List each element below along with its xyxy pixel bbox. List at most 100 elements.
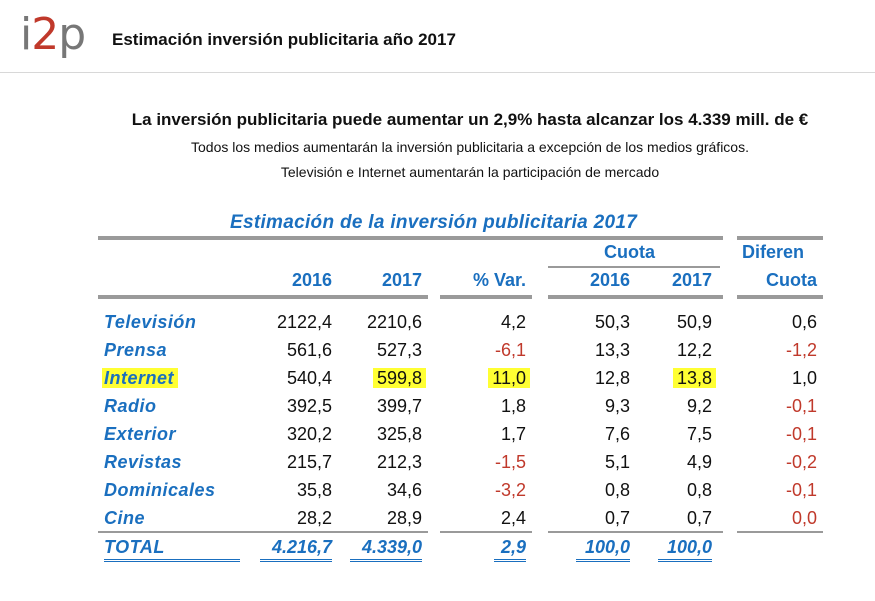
row-medio: Exterior: [104, 424, 177, 444]
row-var: -6,1: [494, 340, 526, 360]
row-medio: Radio: [104, 396, 157, 416]
table-top-rule: [98, 236, 723, 240]
row-2016: 35,8: [296, 480, 332, 500]
table-row: Dominicales 35,8 34,6 -3,2 0,8 0,8 -0,1: [0, 476, 875, 504]
header-rule-2: [440, 295, 532, 299]
row-cuota-2017: 4,9: [686, 452, 712, 472]
header-cuota-2017: 2017: [671, 270, 712, 290]
total-2017: 4.339,0: [350, 535, 422, 562]
row-2016: 28,2: [296, 508, 332, 528]
row-2016: 320,2: [286, 424, 332, 444]
header-diferen: Diferen: [742, 242, 805, 262]
row-dif: -0,2: [785, 452, 817, 472]
row-medio: Dominicales: [104, 480, 216, 500]
total-cuota-2016: 100,0: [576, 535, 630, 562]
logo-i: i: [20, 9, 32, 60]
row-2017: 2210,6: [366, 312, 422, 332]
row-var: 1,8: [500, 396, 526, 416]
row-medio: Internet: [102, 368, 179, 388]
row-2016: 2122,4: [276, 312, 332, 332]
row-cuota-2016: 5,1: [604, 452, 630, 472]
header-2017: 2017: [381, 270, 422, 290]
table-title: Estimación de la inversión publicitaria …: [230, 212, 638, 233]
row-cuota-2016: 0,7: [604, 508, 630, 528]
table-row: Revistas 215,7 212,3 -1,5 5,1 4,9 -0,2: [0, 448, 875, 476]
row-var: -3,2: [494, 480, 526, 500]
header-var: % Var.: [472, 270, 526, 290]
row-cuota-2017: 7,5: [686, 424, 712, 444]
row-dif: -1,2: [785, 340, 817, 360]
row-cuota-2016: 9,3: [604, 396, 630, 416]
row-2016: 540,4: [286, 368, 332, 388]
total-cuota-2017: 100,0: [658, 535, 712, 562]
row-medio: Cine: [104, 508, 146, 528]
header-rule-4: [737, 295, 823, 299]
table-row: Cine 28,2 28,9 2,4 0,7 0,7 0,0: [0, 504, 875, 532]
row-medio: Televisión: [104, 312, 197, 332]
table-row: Televisión 2122,4 2210,6 4,2 50,3 50,9 0…: [0, 308, 875, 336]
row-2016: 215,7: [286, 452, 332, 472]
row-dif: -0,1: [785, 396, 817, 416]
row-dif: 0,6: [791, 312, 817, 332]
total-rule-3: [548, 531, 723, 533]
row-2016: 561,6: [286, 340, 332, 360]
row-cuota-2017: 50,9: [676, 312, 712, 332]
row-2017: 212,3: [376, 452, 422, 472]
summary-line-2: Televisión e Internet aumentarán la part…: [280, 164, 660, 180]
cuota-group-rule: [548, 266, 720, 268]
row-cuota-2017: 0,7: [686, 508, 712, 528]
table-row: Prensa 561,6 527,3 -6,1 13,3 12,2 -1,2: [0, 336, 875, 364]
total-row: TOTAL 4.216,7 4.339,0 2,9 100,0 100,0: [0, 535, 875, 563]
row-2017: 325,8: [376, 424, 422, 444]
row-var: 11,0: [488, 368, 530, 388]
total-rule-4: [737, 531, 823, 533]
row-cuota-2017: 9,2: [686, 396, 712, 416]
row-cuota-2017: 12,2: [676, 340, 712, 360]
page-title: Estimación inversión publicitaria año 20…: [112, 30, 456, 49]
row-dif: 0,0: [791, 508, 817, 528]
row-2017: 399,7: [376, 396, 422, 416]
header-cuota-dif: Cuota: [766, 270, 817, 290]
total-rule-2: [440, 531, 532, 533]
headline: La inversión publicitaria puede aumentar…: [131, 110, 809, 129]
summary-line-1: Todos los medios aumentarán la inversión…: [191, 139, 749, 155]
header-2016: 2016: [291, 270, 332, 290]
table-row: Internet 540,4 599,8 11,0 12,8 13,8 1,0: [0, 364, 875, 392]
row-cuota-2017: 0,8: [686, 480, 712, 500]
total-var: 2,9: [494, 535, 526, 562]
row-cuota-2016: 0,8: [604, 480, 630, 500]
row-var: -1,5: [494, 452, 526, 472]
row-cuota-2016: 7,6: [604, 424, 630, 444]
table-row: Radio 392,5 399,7 1,8 9,3 9,2 -0,1: [0, 392, 875, 420]
row-dif: -0,1: [785, 424, 817, 444]
header-cuota-2016: 2016: [589, 270, 630, 290]
row-2017: 34,6: [386, 480, 422, 500]
row-2017: 527,3: [376, 340, 422, 360]
row-medio: Revistas: [104, 452, 183, 472]
page-header: i2p Estimación inversión publicitaria añ…: [0, 0, 875, 73]
header-cuota: Cuota: [604, 242, 655, 262]
i2p-logo: i2p: [20, 9, 86, 60]
total-rule-1: [98, 531, 428, 533]
row-medio: Prensa: [104, 340, 168, 360]
row-2016: 392,5: [286, 396, 332, 416]
header-rule-1: [98, 295, 428, 299]
row-var: 1,7: [500, 424, 526, 444]
table-row: Exterior 320,2 325,8 1,7 7,6 7,5 -0,1: [0, 420, 875, 448]
row-dif: -0,1: [785, 480, 817, 500]
row-cuota-2016: 50,3: [594, 312, 630, 332]
row-cuota-2017: 13,8: [672, 368, 716, 388]
row-var: 2,4: [500, 508, 526, 528]
logo-two: 2: [31, 9, 59, 60]
row-dif: 1,0: [791, 368, 817, 388]
row-2017: 599,8: [372, 368, 426, 388]
total-label: TOTAL: [104, 535, 240, 562]
row-cuota-2016: 13,3: [594, 340, 630, 360]
row-var: 4,2: [500, 312, 526, 332]
total-2016: 4.216,7: [260, 535, 332, 562]
row-cuota-2016: 12,8: [594, 368, 630, 388]
row-2017: 28,9: [386, 508, 422, 528]
header-rule-3: [548, 295, 723, 299]
logo-p: p: [58, 9, 86, 60]
table-top-rule-dif: [737, 236, 823, 240]
